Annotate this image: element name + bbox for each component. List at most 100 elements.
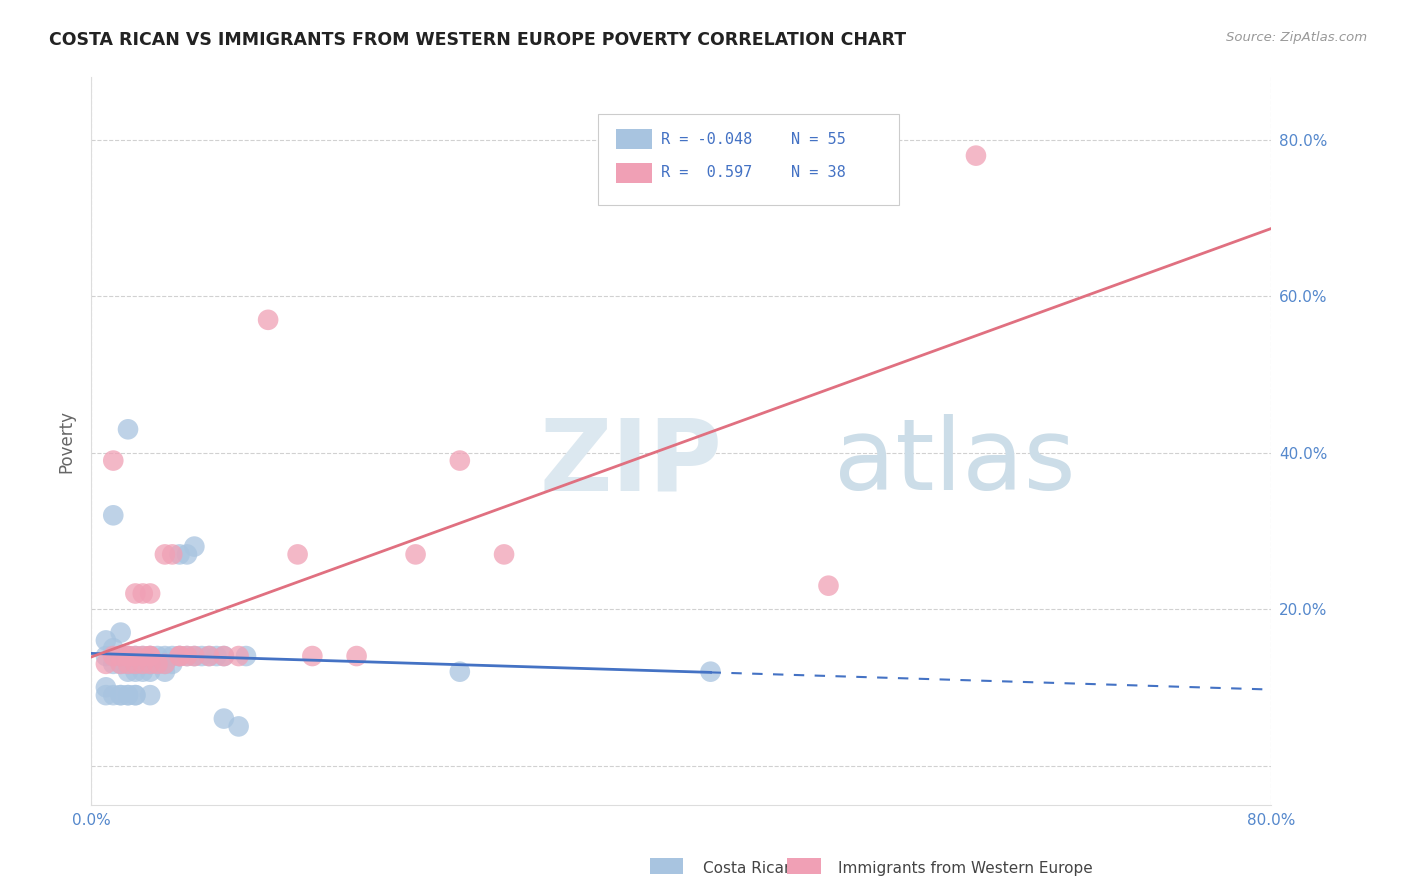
Point [124,586,146,600]
Text: COSTA RICAN VS IMMIGRANTS FROM WESTERN EUROPE POVERTY CORRELATION CHART: COSTA RICAN VS IMMIGRANTS FROM WESTERN E… [49,31,907,49]
Point [139,665,162,679]
Point [449,453,471,467]
Point [103,508,125,523]
Point [169,548,191,562]
Point [139,648,162,663]
Text: Immigrants from Western Europe: Immigrants from Western Europe [838,861,1092,876]
Point [190,648,212,663]
Point [132,648,155,663]
Point [183,540,205,554]
Point [132,665,155,679]
Point [110,648,132,663]
Point [124,648,146,663]
Point [110,657,132,671]
Point [124,648,146,663]
Point [117,688,139,702]
Point [212,648,235,663]
Point [117,688,139,702]
Point [139,586,162,600]
Point [146,648,169,663]
Point [139,648,162,663]
Point [117,648,139,663]
Point [139,657,162,671]
Text: R =  0.597: R = 0.597 [661,165,752,180]
FancyBboxPatch shape [599,114,900,204]
FancyBboxPatch shape [616,129,651,150]
Point [153,648,176,663]
Point [146,657,169,671]
Point [103,688,125,702]
Text: ZIP: ZIP [540,415,723,511]
Point [162,648,184,663]
Point [257,313,280,327]
Point [965,148,987,162]
Point [132,586,155,600]
Point [117,665,139,679]
Text: Source: ZipAtlas.com: Source: ZipAtlas.com [1226,31,1367,45]
Point [176,648,198,663]
Point [153,665,176,679]
Y-axis label: Poverty: Poverty [58,409,75,473]
Point [124,688,146,702]
Point [817,579,839,593]
Point [103,453,125,467]
Point [205,648,228,663]
Point [153,548,176,562]
Point [176,548,198,562]
Point [110,625,132,640]
Point [212,648,235,663]
Point [228,719,250,733]
Text: N = 38: N = 38 [790,165,845,180]
Point [153,657,176,671]
Point [117,657,139,671]
Point [139,648,162,663]
Point [287,548,309,562]
Point [124,657,146,671]
Point [110,688,132,702]
Text: N = 55: N = 55 [790,132,845,147]
Point [183,648,205,663]
Point [94,633,117,648]
Text: R = -0.048: R = -0.048 [661,132,752,147]
Point [139,657,162,671]
Point [235,648,257,663]
Text: Costa Ricans: Costa Ricans [703,861,801,876]
Point [169,648,191,663]
Point [117,648,139,663]
Point [346,648,368,663]
Point [94,681,117,695]
Point [153,657,176,671]
Point [169,648,191,663]
Point [124,657,146,671]
Point [162,548,184,562]
Point [301,648,323,663]
Point [94,688,117,702]
Point [198,648,221,663]
Point [94,657,117,671]
Point [176,648,198,663]
Point [183,648,205,663]
Point [117,657,139,671]
Point [132,657,155,671]
Point [124,688,146,702]
FancyBboxPatch shape [616,162,651,183]
Text: atlas: atlas [834,415,1076,511]
Point [139,657,162,671]
Point [110,688,132,702]
Point [103,641,125,656]
Point [494,548,516,562]
Point [169,648,191,663]
Point [405,548,427,562]
Point [110,648,132,663]
Point [198,648,221,663]
Point [124,665,146,679]
Point [103,648,125,663]
Point [103,657,125,671]
Point [132,657,155,671]
Point [162,657,184,671]
Point [132,648,155,663]
Point [124,657,146,671]
Point [449,665,471,679]
Point [94,648,117,663]
Point [699,665,721,679]
